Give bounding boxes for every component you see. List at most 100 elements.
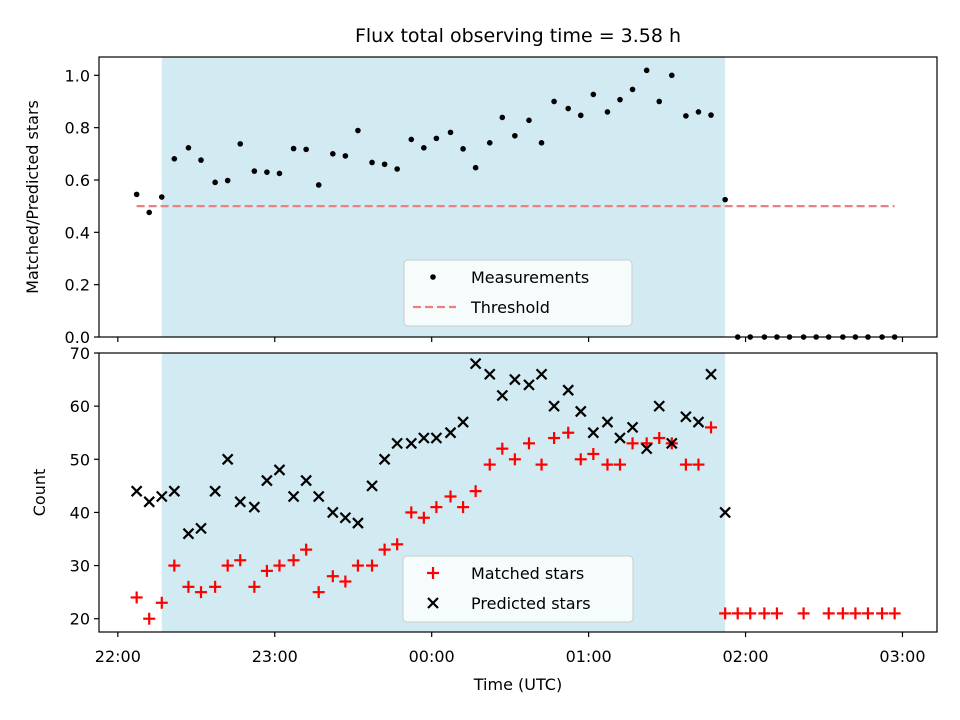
- legend-box: [403, 259, 633, 327]
- predicted-star-point: [366, 480, 378, 492]
- predicted-star-point: [300, 474, 312, 487]
- count-axes-frame: [98, 352, 938, 633]
- ratio-axes-frame: [98, 56, 938, 338]
- measurement-point: [237, 141, 244, 147]
- predicted-star-point: [444, 426, 457, 439]
- predicted-star-point: [535, 368, 548, 381]
- measurements-series: [133, 67, 898, 340]
- measurement-point: [276, 170, 283, 177]
- chart-title: Flux total observing time = 3.58 h: [355, 25, 681, 47]
- count-y-axis-label: Count: [30, 469, 49, 517]
- matched-star-point: [731, 607, 744, 620]
- predicted-star-point: [614, 432, 626, 444]
- matched-star-point: [444, 490, 457, 503]
- predicted-star-point: [509, 373, 521, 386]
- x-b: [666, 437, 678, 450]
- measurement-point: [512, 132, 518, 139]
- predicted-star-point: [378, 453, 391, 466]
- measurement-point: [303, 146, 309, 153]
- predicted-star-point: [705, 368, 717, 381]
- x-b: [469, 357, 482, 370]
- matched-star-point: [562, 426, 575, 439]
- matched-star-point: [195, 586, 208, 599]
- measurement-point: [185, 145, 192, 151]
- matched-star-point: [836, 607, 849, 620]
- x-b: [248, 501, 261, 513]
- y-tick-label: 1.0: [65, 66, 90, 85]
- x-b: [130, 485, 143, 497]
- x-tick-label: 23:00: [252, 647, 298, 666]
- predicted-star-point: [680, 410, 692, 423]
- x-tick-label: 22:00: [95, 647, 141, 666]
- x-b: [155, 490, 168, 503]
- predicted-star-point: [418, 432, 430, 444]
- x-b: [523, 379, 535, 391]
- predicted-star-point: [261, 474, 273, 487]
- y-tick-label: 0.6: [65, 171, 90, 190]
- measurement-point: [158, 194, 165, 200]
- matched-star-point: [522, 437, 535, 450]
- matched-star-point: [614, 458, 627, 471]
- matched-star-point: [312, 586, 325, 599]
- x-tick-label: 01:00: [566, 647, 612, 666]
- y-tick-label: 60: [70, 397, 90, 416]
- predicted-star-point: [653, 400, 666, 412]
- measurement-point: [369, 159, 375, 166]
- measurement-point: [146, 209, 153, 216]
- measurement-point: [408, 136, 415, 143]
- predicted-stars-series: [130, 357, 731, 540]
- legend-box: [402, 555, 634, 623]
- y-tick-label: 0.4: [65, 223, 90, 242]
- predicted-star-point: [666, 437, 678, 450]
- matched-star-point: [876, 607, 889, 620]
- predicted-star-point: [574, 405, 587, 418]
- predicted-star-point: [405, 437, 418, 450]
- matched-star-point: [626, 437, 639, 450]
- matched-star-point: [601, 458, 614, 471]
- x-b: [548, 400, 560, 412]
- x-b: [234, 496, 247, 508]
- matched-star-point: [351, 559, 364, 572]
- measurement-point: [421, 145, 427, 151]
- y-tick-label: 40: [70, 503, 90, 522]
- ratio-panel: 0.0 0.2 0.4 0.6 0.8 1.0 Matched/Predicted sta…: [23, 56, 938, 347]
- matched-star-point: [861, 607, 874, 620]
- count-x-ticks: 22:00 23:00 00:00 01:00 02:00 03:00: [95, 632, 926, 666]
- predicted-star-point: [587, 426, 600, 439]
- x-tick-label: 02:00: [722, 647, 768, 666]
- count-y-ticks: 20 30 40 50 60 70: [70, 344, 99, 629]
- matched-star-point: [758, 607, 771, 620]
- matched-star-point: [300, 543, 313, 556]
- y-tick-label: 30: [70, 557, 90, 576]
- matched-star-point: [653, 432, 666, 445]
- measurement-point: [342, 153, 349, 159]
- x-b: [562, 384, 574, 396]
- measurement-point: [447, 129, 454, 136]
- x-b: [444, 426, 457, 439]
- measurement-point: [198, 157, 204, 163]
- y-tick-label: 0.8: [65, 119, 90, 138]
- measurement-point: [643, 67, 650, 74]
- matched-star-point: [273, 559, 286, 572]
- predicted-star-point: [548, 400, 560, 412]
- predicted-star-point: [391, 437, 403, 450]
- legend-label-predicted: Predicted stars: [471, 594, 591, 613]
- measurement-point: [355, 127, 361, 134]
- legend-label-matched: Matched stars: [471, 564, 584, 583]
- x-b: [195, 522, 207, 535]
- predicted-star-point: [352, 517, 364, 529]
- x-b: [405, 437, 418, 450]
- x-tick-label: 03:00: [879, 647, 925, 666]
- measurement-point: [683, 113, 689, 119]
- x-b: [496, 389, 509, 402]
- measurement-point: [590, 91, 597, 98]
- predicted-star-point: [312, 490, 325, 503]
- matched-star-point: [339, 575, 352, 588]
- count-panel: 20 30 40 50 60 70 22:00 23:00 00:00 01:00 02:00 03…: [30, 344, 938, 694]
- matched-star-point: [430, 501, 443, 514]
- measurement-point: [315, 182, 322, 188]
- measurement-point: [695, 109, 702, 115]
- predicted-star-point: [640, 442, 653, 455]
- matched-star-point: [770, 607, 783, 620]
